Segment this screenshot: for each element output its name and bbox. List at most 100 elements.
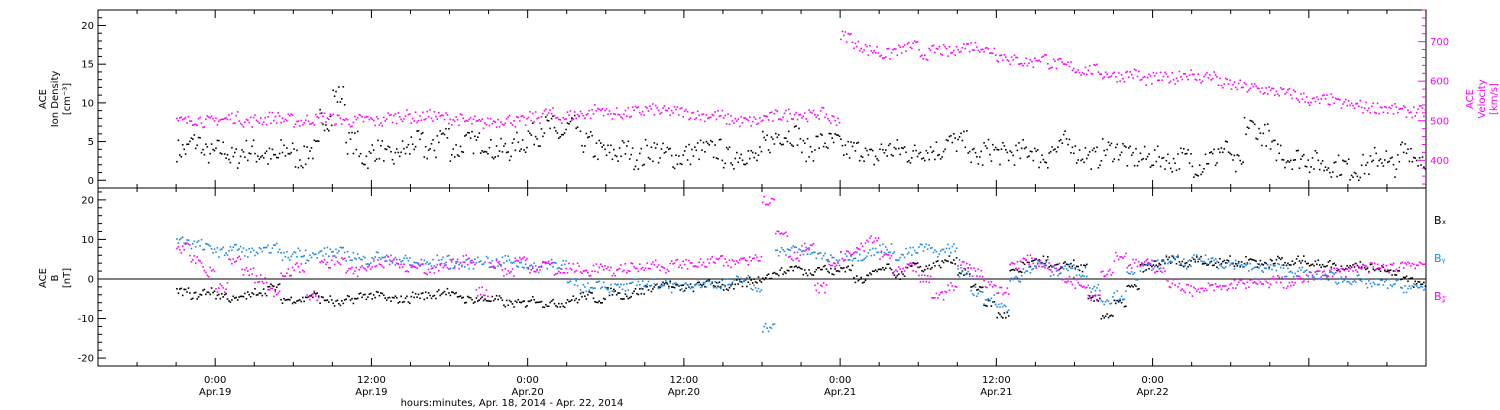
Bx-point <box>1044 262 1046 265</box>
Bz-point <box>200 262 203 264</box>
By-point <box>950 251 952 254</box>
velocity-point <box>633 109 635 112</box>
By-point <box>320 250 323 252</box>
Bz-point <box>456 258 459 261</box>
density-point <box>358 155 360 158</box>
Bx-point <box>790 266 793 268</box>
velocity-point <box>559 119 562 121</box>
velocity-point <box>976 46 978 48</box>
velocity-point <box>656 106 658 109</box>
density-point <box>519 150 521 152</box>
By-point <box>372 258 375 260</box>
velocity-point <box>189 120 191 122</box>
By-point <box>1204 254 1207 256</box>
Bz-point <box>831 264 833 267</box>
density-point <box>1048 152 1050 154</box>
density-point <box>913 144 916 147</box>
Bx-point <box>840 267 842 269</box>
Bz-point <box>1203 290 1205 292</box>
Bz-point <box>665 271 667 274</box>
Bx-point <box>503 304 505 306</box>
Bx-point <box>772 272 774 275</box>
Bz-point <box>471 259 473 262</box>
Bx-point <box>1316 263 1318 266</box>
Bx-point <box>1275 258 1278 261</box>
velocity-point <box>764 115 767 117</box>
Bz-point <box>352 272 355 275</box>
Bx-point <box>385 299 388 301</box>
Bz-point <box>1287 285 1289 288</box>
density-point <box>1213 148 1215 151</box>
density-point <box>941 156 943 158</box>
By-point <box>649 284 651 287</box>
velocity-point <box>317 116 320 119</box>
velocity-point <box>328 118 330 120</box>
velocity-point <box>1023 62 1026 65</box>
density-point <box>430 143 433 145</box>
density-point <box>617 160 619 162</box>
By-point <box>753 284 755 287</box>
density-point <box>678 155 680 157</box>
density-point <box>840 138 842 140</box>
By-point <box>319 250 321 253</box>
Bx-point <box>406 295 408 298</box>
Bz-point <box>519 256 521 259</box>
Bx-point <box>510 301 512 303</box>
By-point <box>798 248 800 250</box>
Bz-point <box>187 243 190 245</box>
velocity-point <box>286 119 288 122</box>
velocity-point <box>267 116 269 118</box>
Bx-point <box>1016 269 1019 271</box>
velocity-point <box>992 52 994 55</box>
velocity-point <box>519 120 521 122</box>
velocity-point <box>1339 99 1341 101</box>
Bz-point <box>553 274 556 276</box>
Bx-point <box>1216 266 1218 268</box>
velocity-point <box>796 118 799 121</box>
Bz-point <box>1381 266 1383 268</box>
Bz-point <box>604 265 606 267</box>
By-point <box>1410 287 1412 290</box>
Bx-point <box>325 299 327 302</box>
Bx-point <box>1378 268 1380 271</box>
Bz-point <box>238 255 240 258</box>
By-point <box>994 303 997 306</box>
velocity-point <box>466 120 469 122</box>
Bx-point <box>200 294 203 296</box>
density-point <box>290 151 292 154</box>
density-point <box>663 152 666 154</box>
velocity-point <box>957 48 959 51</box>
Bx-point <box>1313 264 1315 267</box>
velocity-point <box>1007 60 1010 62</box>
density-point <box>1220 147 1223 149</box>
velocity-point <box>835 124 838 126</box>
By-point <box>1342 281 1344 283</box>
Bx-point <box>255 294 258 296</box>
Bx-point <box>980 286 982 289</box>
Bz-point <box>248 274 250 276</box>
Bz-point <box>1198 291 1201 294</box>
Bx-point <box>1261 263 1263 265</box>
Bz-point <box>955 286 958 288</box>
Bz-point <box>462 255 465 257</box>
By-point <box>273 244 275 246</box>
velocity-point <box>462 117 465 120</box>
velocity-point <box>579 110 582 113</box>
Bx-point <box>1236 265 1239 267</box>
By-point <box>558 266 560 269</box>
Bx-point <box>636 292 638 295</box>
density-point <box>1318 168 1321 171</box>
By-point <box>1421 286 1424 288</box>
Bx-point <box>895 276 897 279</box>
velocity-point <box>1314 100 1317 103</box>
By-point <box>601 286 603 288</box>
density-point <box>242 151 245 153</box>
Bx-point <box>887 263 890 265</box>
Bz-point <box>1269 283 1272 285</box>
y-tick-label: 20 <box>81 195 94 206</box>
density-point <box>341 98 343 100</box>
By-point <box>371 257 373 259</box>
Bz-point <box>403 263 405 265</box>
Bx-point <box>934 265 936 267</box>
velocity-point <box>1162 75 1165 78</box>
